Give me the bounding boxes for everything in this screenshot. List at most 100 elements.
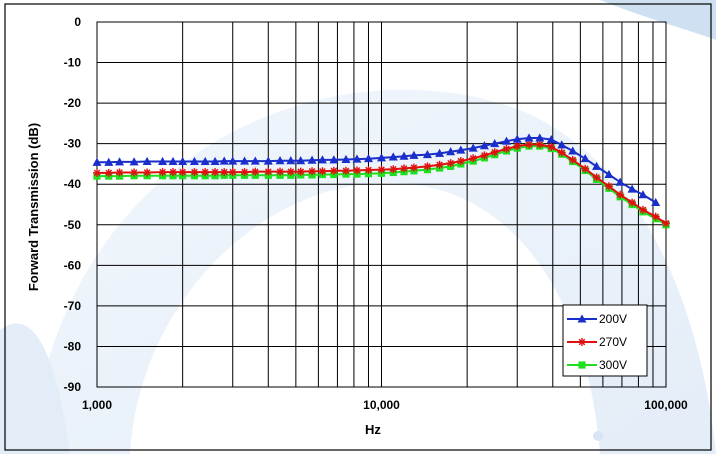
data-point: [513, 142, 522, 151]
data-point: [557, 140, 567, 149]
data-point: [158, 156, 168, 166]
data-point: [628, 198, 637, 207]
data-point: [168, 156, 178, 166]
data-point: [388, 152, 398, 161]
data-point: [129, 157, 139, 166]
data-point: [275, 156, 285, 165]
data-point: [228, 168, 237, 177]
data-point: [142, 156, 152, 166]
data-point: [535, 140, 544, 149]
tick-labels: 1,000 10,000 100,000 0 -10 -20 -30 -40 -50 -60 -70…: [64, 15, 688, 412]
data-point: [568, 155, 577, 164]
data-point: [479, 141, 489, 150]
data-point: [158, 168, 167, 177]
y-tick-label: -40: [64, 177, 82, 191]
legend-label: 300V: [599, 358, 627, 372]
y-tick-label: -70: [64, 299, 82, 313]
y-tick-label: -90: [64, 380, 82, 394]
data-point: [580, 154, 590, 163]
data-point: [352, 154, 362, 163]
legend-swatch-marker: [577, 314, 587, 323]
data-point: [341, 166, 350, 175]
data-point: [93, 168, 101, 177]
data-point: [104, 157, 114, 166]
data-point: [318, 167, 327, 176]
data-point: [130, 168, 139, 177]
y-tick-label: -80: [64, 339, 82, 353]
data-point: [308, 167, 317, 176]
data-point: [115, 168, 124, 177]
data-point: [469, 154, 478, 163]
y-tick-label: 0: [74, 15, 81, 29]
data-point: [228, 156, 238, 165]
data-point: [276, 167, 285, 176]
data-point: [592, 173, 601, 182]
data-point: [547, 142, 556, 151]
data-point: [638, 190, 648, 199]
y-tick-label: -30: [64, 137, 82, 151]
data-point: [423, 162, 432, 171]
data-point: [178, 168, 187, 177]
data-point: [490, 139, 500, 148]
data-point: [651, 197, 661, 206]
data-point: [363, 154, 373, 163]
data-point: [524, 133, 534, 142]
data-point: [557, 148, 566, 157]
legend-item-200V: 200V: [567, 312, 627, 326]
series-270V: [93, 140, 670, 228]
data-point: [240, 168, 249, 177]
data-point: [115, 157, 125, 166]
data-point: [604, 169, 614, 178]
data-point: [189, 156, 199, 166]
data-point: [364, 166, 373, 175]
y-axis-title: Forward Transmission (dB): [26, 123, 41, 291]
data-point: [480, 151, 489, 160]
data-point: [264, 167, 273, 176]
data-point: [501, 136, 511, 145]
data-point: [662, 219, 670, 228]
data-point: [296, 156, 306, 165]
data-point: [376, 153, 387, 162]
data-point: [286, 167, 295, 176]
data-point: [219, 156, 229, 165]
data-point: [456, 157, 465, 166]
y-tick-label: -20: [64, 96, 82, 110]
data-point: [169, 168, 178, 177]
data-point: [307, 155, 317, 164]
data-point: [409, 150, 419, 159]
data-point: [389, 165, 398, 174]
data-point: [468, 143, 478, 152]
data-point: [456, 145, 466, 154]
x-tick-label: 10,000: [363, 398, 400, 412]
data-point: [317, 155, 327, 164]
data-point: [92, 157, 102, 166]
data-point: [627, 184, 637, 193]
x-tick-label: 100,000: [644, 398, 688, 412]
data-point: [435, 160, 444, 169]
y-tick-label: -60: [64, 258, 82, 272]
data-point: [104, 168, 113, 177]
legend-swatch-marker: [578, 338, 586, 346]
data-point: [525, 140, 534, 149]
data-point: [546, 134, 556, 144]
data-point: [446, 159, 455, 168]
data-point: [616, 190, 625, 199]
data-point: [535, 133, 545, 142]
data-point: [592, 161, 602, 170]
legend-label: 270V: [599, 335, 627, 349]
data-point: [581, 164, 590, 173]
data-point: [409, 163, 418, 172]
data-point: [422, 149, 432, 159]
data-point: [435, 148, 445, 157]
data-point: [211, 168, 220, 177]
data-point: [341, 154, 351, 163]
data-point: [286, 156, 296, 165]
chart-outer-border: [4, 3, 712, 451]
data-point: [377, 165, 386, 174]
data-point: [143, 168, 152, 177]
legend-label: 200V: [599, 312, 627, 326]
data-point: [329, 155, 339, 164]
data-point: [502, 144, 511, 153]
data-point: [220, 168, 229, 177]
